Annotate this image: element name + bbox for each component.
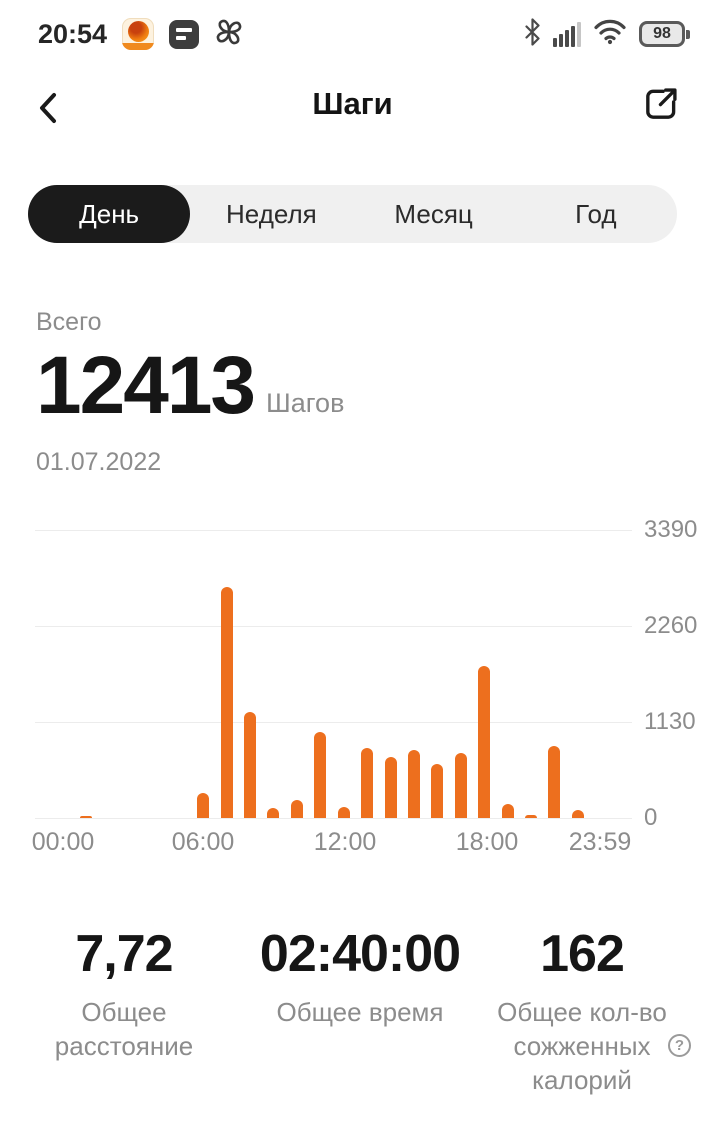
total-label: Всего bbox=[36, 308, 102, 336]
hour-bar[interactable] bbox=[431, 763, 444, 818]
status-bar-left: 20:54 bbox=[38, 17, 244, 52]
x-axis-tick-label: 23:59 bbox=[568, 828, 632, 856]
stat-total-distance: 7,72 Общее расстояние bbox=[18, 928, 230, 1064]
battery-icon: 98 bbox=[639, 21, 690, 47]
stat-value: 162 bbox=[540, 925, 625, 983]
stat-value: 02:40:00 bbox=[259, 925, 461, 983]
hour-bar[interactable] bbox=[525, 815, 538, 818]
hour-bar[interactable] bbox=[220, 586, 233, 818]
y-axis-tick-label: 1130 bbox=[644, 708, 696, 735]
back-button[interactable] bbox=[34, 86, 70, 130]
stat-label: Общее расстояние bbox=[54, 997, 194, 1061]
total-steps-row: 12413 Шагов bbox=[36, 345, 344, 427]
hour-bar[interactable] bbox=[407, 750, 420, 818]
messages-icon bbox=[169, 19, 200, 49]
hour-bar[interactable] bbox=[314, 732, 327, 818]
tab-month[interactable]: Месяц bbox=[394, 198, 473, 229]
gridline bbox=[35, 530, 632, 531]
clock: 20:54 bbox=[38, 18, 108, 49]
app-notification-icon bbox=[122, 18, 155, 50]
hour-bar[interactable] bbox=[454, 753, 467, 818]
stat-value: 7,72 bbox=[75, 925, 173, 983]
share-icon bbox=[646, 88, 677, 119]
x-axis-tick-label: 06:00 bbox=[171, 828, 235, 856]
hour-bar[interactable] bbox=[548, 745, 561, 818]
gridline bbox=[35, 626, 632, 627]
stat-total-time: 02:40:00 Общее время bbox=[245, 928, 475, 1030]
hour-bar[interactable] bbox=[478, 665, 491, 818]
status-bar: 20:54 bbox=[0, 12, 705, 56]
period-tab-bar: День Неделя Месяц Год bbox=[28, 185, 677, 243]
chart-plot-area: 0 1130 2260 3390 bbox=[0, 516, 705, 831]
stat-total-calories: 162 Общее кол-во сожженных калорий bbox=[468, 928, 696, 1097]
tab-week[interactable]: Неделя bbox=[226, 198, 317, 229]
cell-signal-icon bbox=[553, 21, 581, 47]
stat-label: Общее кол-во сожженных калорий bbox=[497, 997, 667, 1095]
hour-bar[interactable] bbox=[571, 810, 584, 818]
page-title: Шаги bbox=[312, 86, 393, 121]
hour-bar[interactable] bbox=[267, 807, 280, 818]
hour-bar[interactable] bbox=[337, 806, 350, 818]
hour-bar[interactable] bbox=[197, 793, 210, 818]
hour-bar[interactable] bbox=[384, 756, 397, 818]
y-axis-tick-label: 0 bbox=[644, 804, 658, 831]
bluetooth-icon bbox=[524, 17, 541, 51]
selected-date: 01.07.2022 bbox=[36, 448, 162, 476]
hour-bar[interactable] bbox=[80, 816, 93, 818]
status-bar-right: 98 bbox=[524, 17, 690, 51]
hour-bar[interactable] bbox=[244, 711, 257, 818]
steps-unit-label: Шагов bbox=[266, 388, 345, 418]
tab-day[interactable]: День bbox=[28, 185, 191, 243]
x-axis-tick-label: 18:00 bbox=[455, 828, 519, 856]
wifi-icon bbox=[593, 18, 627, 50]
steps-bar-chart: 0 1130 2260 3390 00:00 06:00 12:00 18:00 23:59 bbox=[0, 516, 705, 870]
hour-bar[interactable] bbox=[361, 747, 374, 818]
gridline bbox=[35, 818, 632, 819]
gridline bbox=[35, 722, 632, 723]
y-axis-tick-label: 3390 bbox=[644, 516, 698, 543]
hour-bar[interactable] bbox=[290, 800, 303, 818]
x-axis-tick-label: 12:00 bbox=[313, 828, 377, 856]
battery-percent: 98 bbox=[653, 25, 671, 42]
header: Шаги bbox=[0, 74, 705, 138]
y-axis-tick-label: 2260 bbox=[644, 612, 698, 639]
back-chevron-icon bbox=[40, 93, 56, 123]
share-button[interactable] bbox=[639, 82, 683, 126]
stat-label: Общее время bbox=[276, 997, 444, 1027]
x-axis-tick-label: 00:00 bbox=[31, 828, 95, 856]
hour-bar[interactable] bbox=[501, 804, 514, 818]
fan-icon bbox=[214, 17, 244, 52]
tab-year[interactable]: Год bbox=[575, 198, 617, 229]
total-steps-value: 12413 bbox=[36, 340, 256, 431]
calories-help-icon[interactable]: ? bbox=[668, 1034, 691, 1057]
